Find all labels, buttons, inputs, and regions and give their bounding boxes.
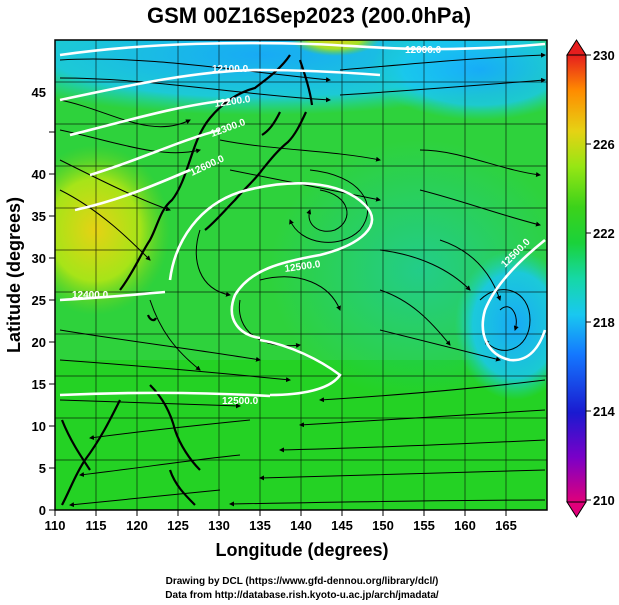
- contour-label: 12400.0: [72, 290, 109, 301]
- y-tick-label: 30: [32, 251, 46, 266]
- x-tick-label: 115: [86, 518, 107, 533]
- x-tick-label: 110: [45, 518, 66, 533]
- x-tick-label: 155: [413, 518, 435, 533]
- map-panel: 12000.0 12100.0 12200.0 12300.0 12600.0 …: [55, 40, 547, 510]
- y-tick-label: 35: [32, 209, 46, 224]
- y-tick-label: 25: [32, 293, 46, 308]
- coastlines: [60, 54, 314, 506]
- y-tick-label: 15: [32, 377, 46, 392]
- y-tick-label: 40: [32, 167, 46, 182]
- x-tick-label: 135: [249, 518, 271, 533]
- y-tick-label: 5: [39, 461, 46, 476]
- colorbar-top-arrow: [566, 39, 587, 56]
- credit-drawing: Drawing by DCL (https://www.gfd-dennou.o…: [166, 576, 439, 587]
- colorbar-tick-label: 226: [593, 137, 615, 152]
- field-blue-northeast: [370, 40, 547, 120]
- x-axis: 110 115 120 125 130 135 140 145 150 155 …: [45, 510, 517, 560]
- colorbar-bottom-arrow: [566, 501, 587, 518]
- colorbar-tick-label: 230: [593, 48, 615, 63]
- x-tick-label: 160: [454, 518, 476, 533]
- contour-label: 12000.0: [405, 45, 442, 56]
- y-tick-label: 10: [32, 419, 46, 434]
- y-tick-label: 20: [32, 335, 46, 350]
- colorbar-tick-label: 210: [593, 493, 615, 508]
- contour-label: 12500.0: [284, 259, 322, 275]
- chart-title: GSM 00Z16Sep2023 (200.0hPa): [147, 3, 471, 28]
- contour-label: 12200.0: [214, 94, 252, 110]
- field-yellow-west: [55, 145, 170, 315]
- x-tick-label: 150: [372, 518, 394, 533]
- colorbar-tick-label: 218: [593, 315, 615, 330]
- colorbar-tick-label: 214: [593, 404, 615, 419]
- x-tick-label: 140: [290, 518, 312, 533]
- y-axis: 0 5 10 15 20 25 30 35 40 45 Latitude (de…: [4, 85, 55, 518]
- height-contours: [59, 41, 547, 398]
- colorbar-body: [566, 54, 587, 503]
- y-tick-label: 0: [39, 503, 46, 518]
- colorbar: 230 226 222 218 214 210: [566, 39, 615, 518]
- field-blue-east: [455, 250, 547, 400]
- x-tick-label: 125: [167, 518, 189, 533]
- y-axis-label: Latitude (degrees): [4, 197, 24, 353]
- contour-label: 12100.0: [212, 64, 249, 75]
- colorbar-tick-label: 222: [593, 226, 615, 241]
- x-tick-label: 120: [126, 518, 148, 533]
- x-tick-label: 130: [208, 518, 230, 533]
- credit-data: Data from http://database.rish.kyoto-u.a…: [165, 590, 439, 601]
- x-tick-label: 145: [331, 518, 353, 533]
- x-axis-label: Longitude (degrees): [215, 540, 388, 560]
- x-tick-label: 165: [495, 518, 517, 533]
- contour-label: 12500.0: [222, 396, 259, 407]
- y-tick-label: 45: [32, 85, 46, 100]
